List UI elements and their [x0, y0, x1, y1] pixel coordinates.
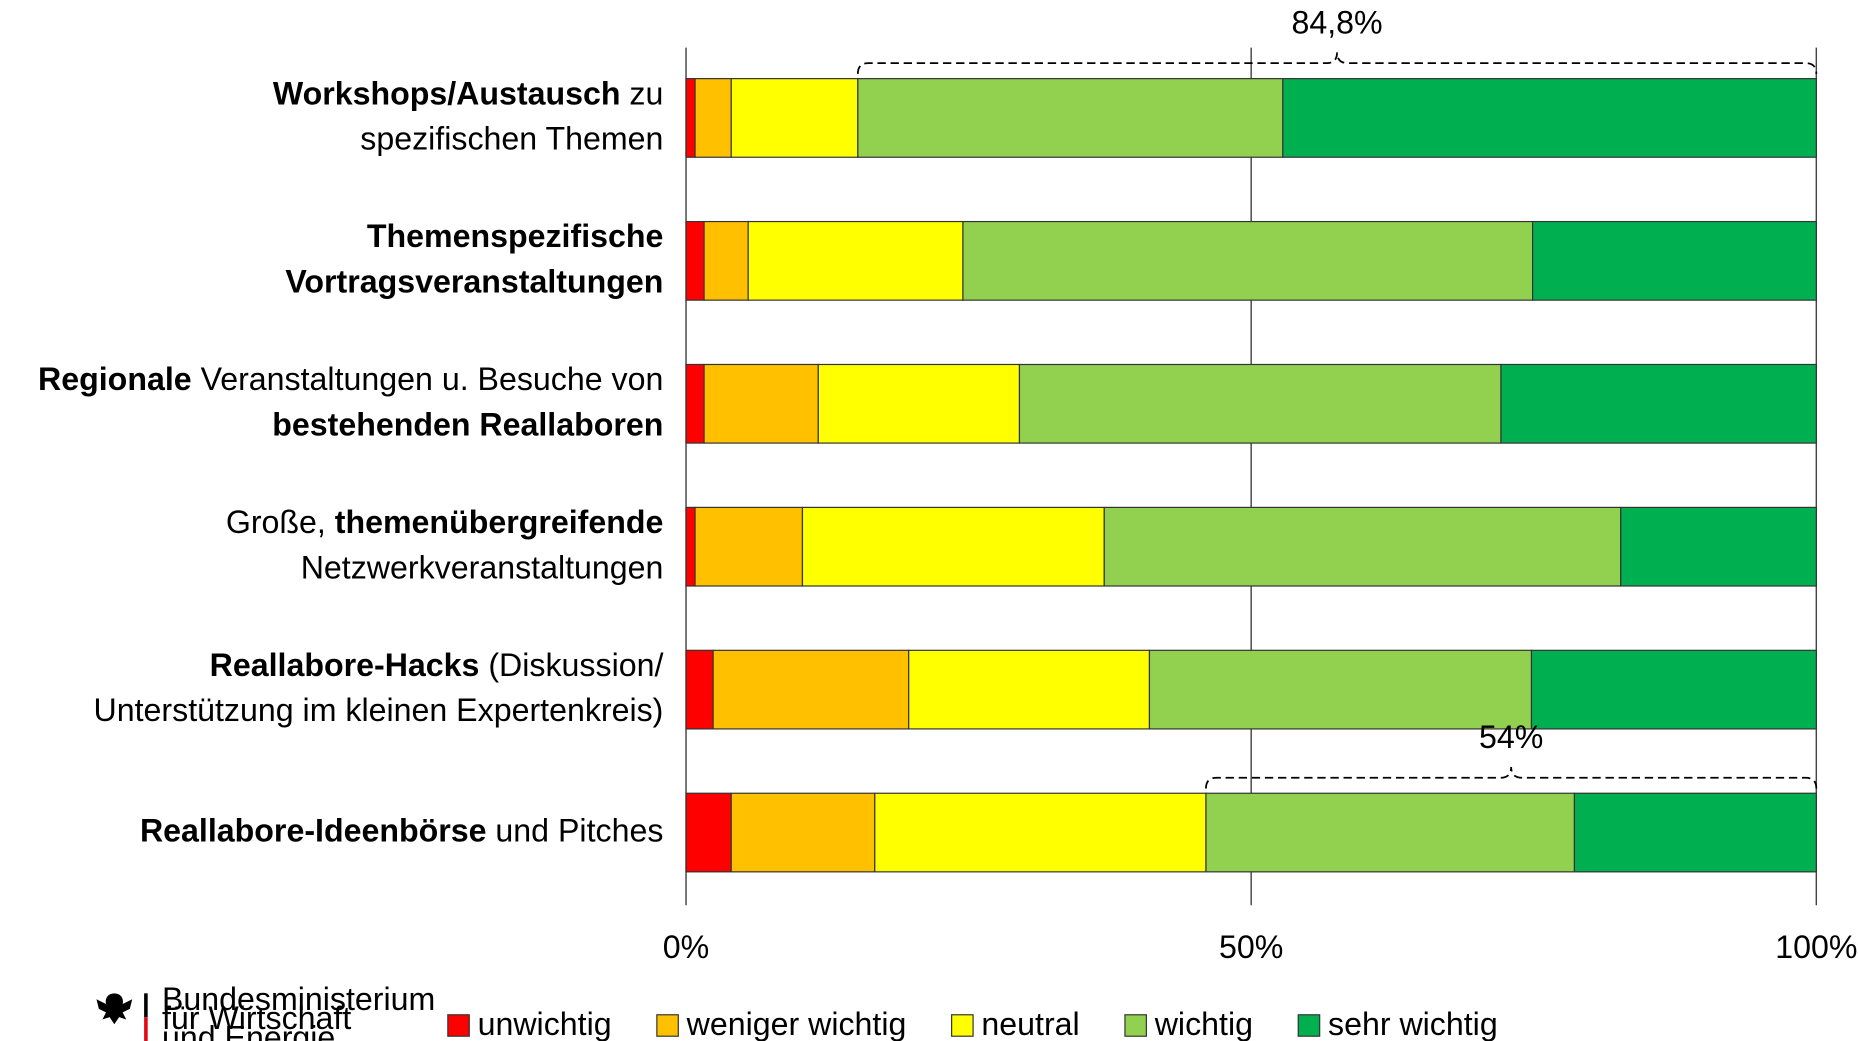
x-tick-label: 0%: [663, 929, 709, 965]
bar-segment: [1148, 649, 1533, 730]
bar-segment: [962, 220, 1534, 301]
bar-segment: [685, 363, 705, 444]
label-run: Netzwerkveranstaltungen: [301, 549, 664, 585]
label-run: bestehenden Reallaboren: [272, 406, 663, 442]
annotation: 84,8%: [1292, 5, 1383, 41]
bar-segment: [703, 363, 819, 444]
bar-segment: [1532, 220, 1817, 301]
label-run: Reallabore-Hacks: [210, 646, 480, 682]
legend-swatch: [951, 1014, 974, 1037]
bar-segment: [857, 78, 1284, 158]
bracket: [1205, 767, 1818, 789]
bar-segment: [1500, 363, 1817, 444]
category-label: Unterstützung im kleinen Expertenkreis): [94, 692, 664, 728]
x-tick-label: 100%: [1775, 929, 1857, 965]
category-label: Workshops/Austausch zu: [273, 75, 664, 111]
category-label: Themenspezifische: [367, 218, 664, 254]
logo-bar: [144, 993, 148, 1018]
category-label: spezifischen Themen: [360, 120, 663, 156]
bar-segment: [685, 220, 705, 301]
category-label: Reallabore-Hacks (Diskussion/: [210, 646, 664, 682]
bar-segment: [1530, 649, 1817, 730]
bar-segment: [1205, 792, 1576, 873]
label-run: Regionale: [38, 361, 192, 397]
bar-segment: [874, 792, 1207, 873]
legend-label: sehr wichtig: [1328, 1006, 1498, 1041]
legend-label: unwichtig: [478, 1006, 612, 1041]
eagle: [96, 993, 133, 1025]
label-run: Workshops/Austausch: [273, 75, 621, 111]
bar-segment: [685, 78, 696, 158]
bar-segment: [1018, 363, 1502, 444]
label-run: Unterstützung im kleinen Expertenkreis): [94, 692, 664, 728]
category-label: Reallabore-Ideenbörse und Pitches: [140, 812, 663, 848]
label-run: (Diskussion/: [479, 646, 663, 682]
label-run: Vortragsveranstaltungen: [285, 263, 663, 299]
bar-segment: [908, 649, 1151, 730]
bracket: [856, 52, 1818, 74]
legend-swatch: [1124, 1014, 1147, 1037]
bar-segment: [730, 792, 876, 873]
bar-segment: [685, 792, 732, 873]
bar-segment: [1103, 506, 1622, 587]
category-label: Netzwerkveranstaltungen: [301, 549, 664, 585]
bar-segment: [694, 78, 732, 158]
x-tick-label: 50%: [1219, 929, 1283, 965]
category-label: Regionale Veranstaltungen u. Besuche von: [38, 361, 663, 397]
bar-segment: [694, 506, 804, 587]
label-run: Große,: [226, 504, 335, 540]
bar-segment: [817, 363, 1021, 444]
label-run: themenübergreifende: [335, 504, 664, 540]
legend-swatch: [447, 1014, 470, 1037]
bar-segment: [1282, 78, 1817, 158]
annotation: 54%: [1479, 719, 1543, 755]
bar-segment: [703, 220, 749, 301]
label-run: Veranstaltungen u. Besuche von: [192, 361, 664, 397]
logo-text: und Energie: [162, 1019, 335, 1041]
category-label: bestehenden Reallaboren: [272, 406, 663, 442]
legend-label: wichtig: [1154, 1006, 1253, 1041]
legend-swatch: [656, 1014, 679, 1037]
bar-segment: [801, 506, 1105, 587]
label-run: zu: [621, 75, 664, 111]
label-run: und Pitches: [487, 812, 664, 848]
bar-segment: [1573, 792, 1817, 873]
category-label: Vortragsveranstaltungen: [285, 263, 663, 299]
label-run: spezifischen Themen: [360, 120, 663, 156]
bar-segment: [712, 649, 910, 730]
legend-label: weniger wichtig: [686, 1006, 907, 1041]
bar-segment: [685, 649, 714, 730]
label-run: Reallabore-Ideenbörse: [140, 812, 487, 848]
legend-swatch: [1297, 1014, 1321, 1037]
category-label: Große, themenübergreifende: [226, 504, 664, 540]
bar-segment: [1620, 506, 1817, 587]
logo: [96, 993, 148, 1041]
logo-bar: [144, 1017, 148, 1041]
logo-text: Bundesministerium: [162, 981, 435, 1017]
label-run: Themenspezifische: [367, 218, 664, 254]
logo-text: für Wirtschaft: [162, 1000, 351, 1036]
bar-segment: [747, 220, 964, 301]
bar-segment: [685, 506, 696, 587]
bar-segment: [730, 78, 859, 158]
legend-label: neutral: [981, 1006, 1079, 1041]
